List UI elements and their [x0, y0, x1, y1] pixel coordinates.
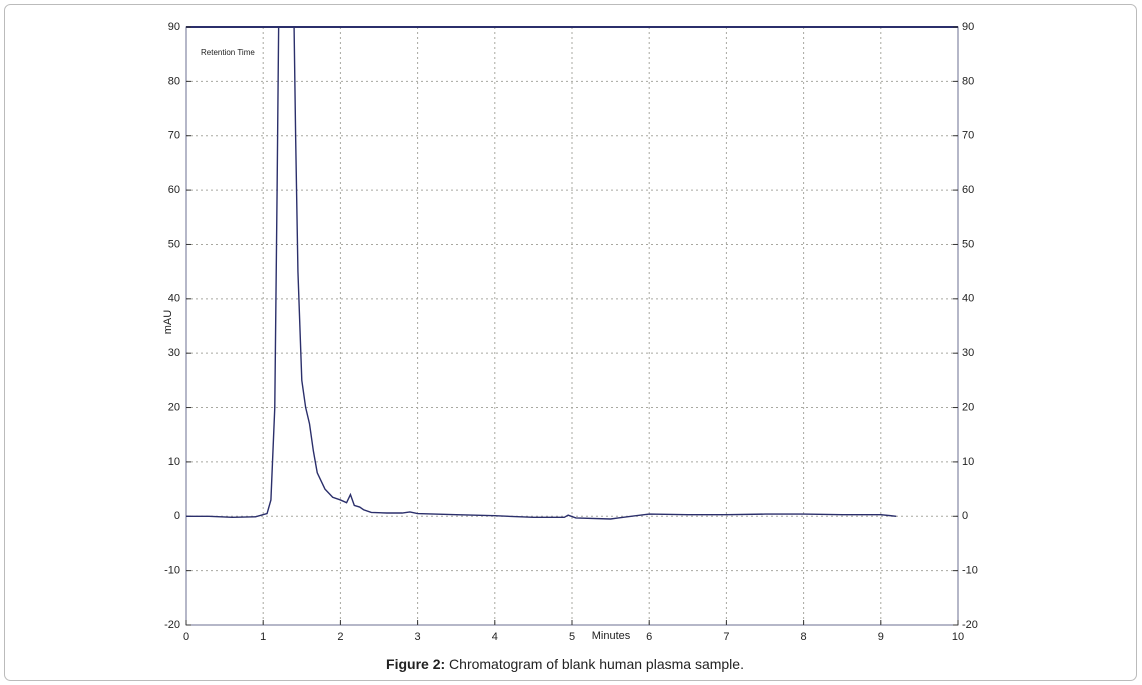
x-tick-label: 0	[183, 631, 189, 643]
caption: Figure 2: Chromatogram of blank human pl…	[386, 656, 744, 672]
y-tick-label: 0	[174, 510, 180, 522]
x-tick-label: 1	[260, 631, 266, 643]
x-tick-label: 4	[492, 631, 498, 643]
x-tick-label: 5	[569, 631, 575, 643]
y2-tick-label: 30	[962, 347, 974, 359]
y2-tick-label: 20	[962, 401, 974, 413]
x-tick-label: 9	[878, 631, 884, 643]
y-tick-label: -20	[164, 619, 180, 631]
y-tick-label: 40	[168, 293, 180, 305]
y-tick-label: 70	[168, 130, 180, 142]
y-tick-label: 50	[168, 238, 180, 250]
y2-tick-label: 0	[962, 510, 968, 522]
x-axis-label: Minutes	[592, 630, 631, 642]
y2-tick-label: 60	[962, 184, 974, 196]
x-tick-label: 7	[723, 631, 729, 643]
y-tick-label: -10	[164, 565, 180, 577]
caption-label: Figure 2:	[386, 656, 445, 672]
plot-frame	[185, 26, 959, 626]
x-tick-label: 2	[337, 631, 343, 643]
y2-tick-label: 10	[962, 456, 974, 468]
x-tick-label: 10	[952, 631, 964, 643]
y-axis-label: mAU	[162, 310, 174, 335]
y-tick-label: 90	[168, 21, 180, 33]
y-tick-label: 20	[168, 401, 180, 413]
y2-tick-label: 90	[962, 21, 974, 33]
page-frame	[4, 4, 1137, 681]
x-tick-label: 6	[646, 631, 652, 643]
data-line	[186, 27, 897, 520]
caption-text: Chromatogram of blank human plasma sampl…	[449, 656, 744, 672]
y2-tick-label: -10	[962, 565, 978, 577]
x-tick-label: 3	[415, 631, 421, 643]
y2-tick-label: 40	[962, 293, 974, 305]
y-tick-label: 60	[168, 184, 180, 196]
y2-tick-label: -20	[962, 619, 978, 631]
y-tick-label: 30	[168, 347, 180, 359]
y2-tick-label: 50	[962, 238, 974, 250]
y2-tick-label: 80	[962, 75, 974, 87]
y2-tick-label: 70	[962, 130, 974, 142]
annotation: Retention Time	[201, 48, 255, 57]
x-tick-label: 8	[801, 631, 807, 643]
y-tick-label: 10	[168, 456, 180, 468]
y-tick-label: 80	[168, 75, 180, 87]
